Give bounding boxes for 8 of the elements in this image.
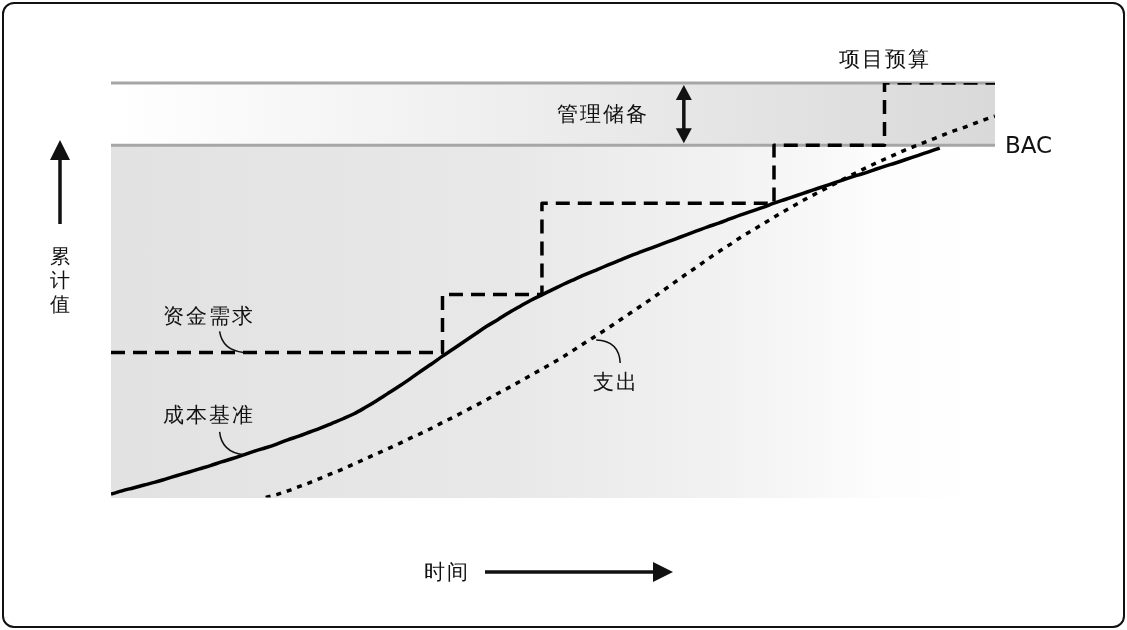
ref-line-label: 项目预算 bbox=[839, 47, 931, 71]
x-axis-title: 时间 bbox=[424, 560, 470, 584]
series-label: 资金需求 bbox=[162, 304, 255, 329]
y-axis-title: 累计值 bbox=[50, 244, 70, 316]
band-label: 管理储备 bbox=[557, 102, 650, 127]
series-label: 支出 bbox=[593, 370, 640, 395]
series-label: 成本基准 bbox=[162, 402, 255, 427]
ref-line-label: BAC bbox=[1005, 132, 1053, 159]
